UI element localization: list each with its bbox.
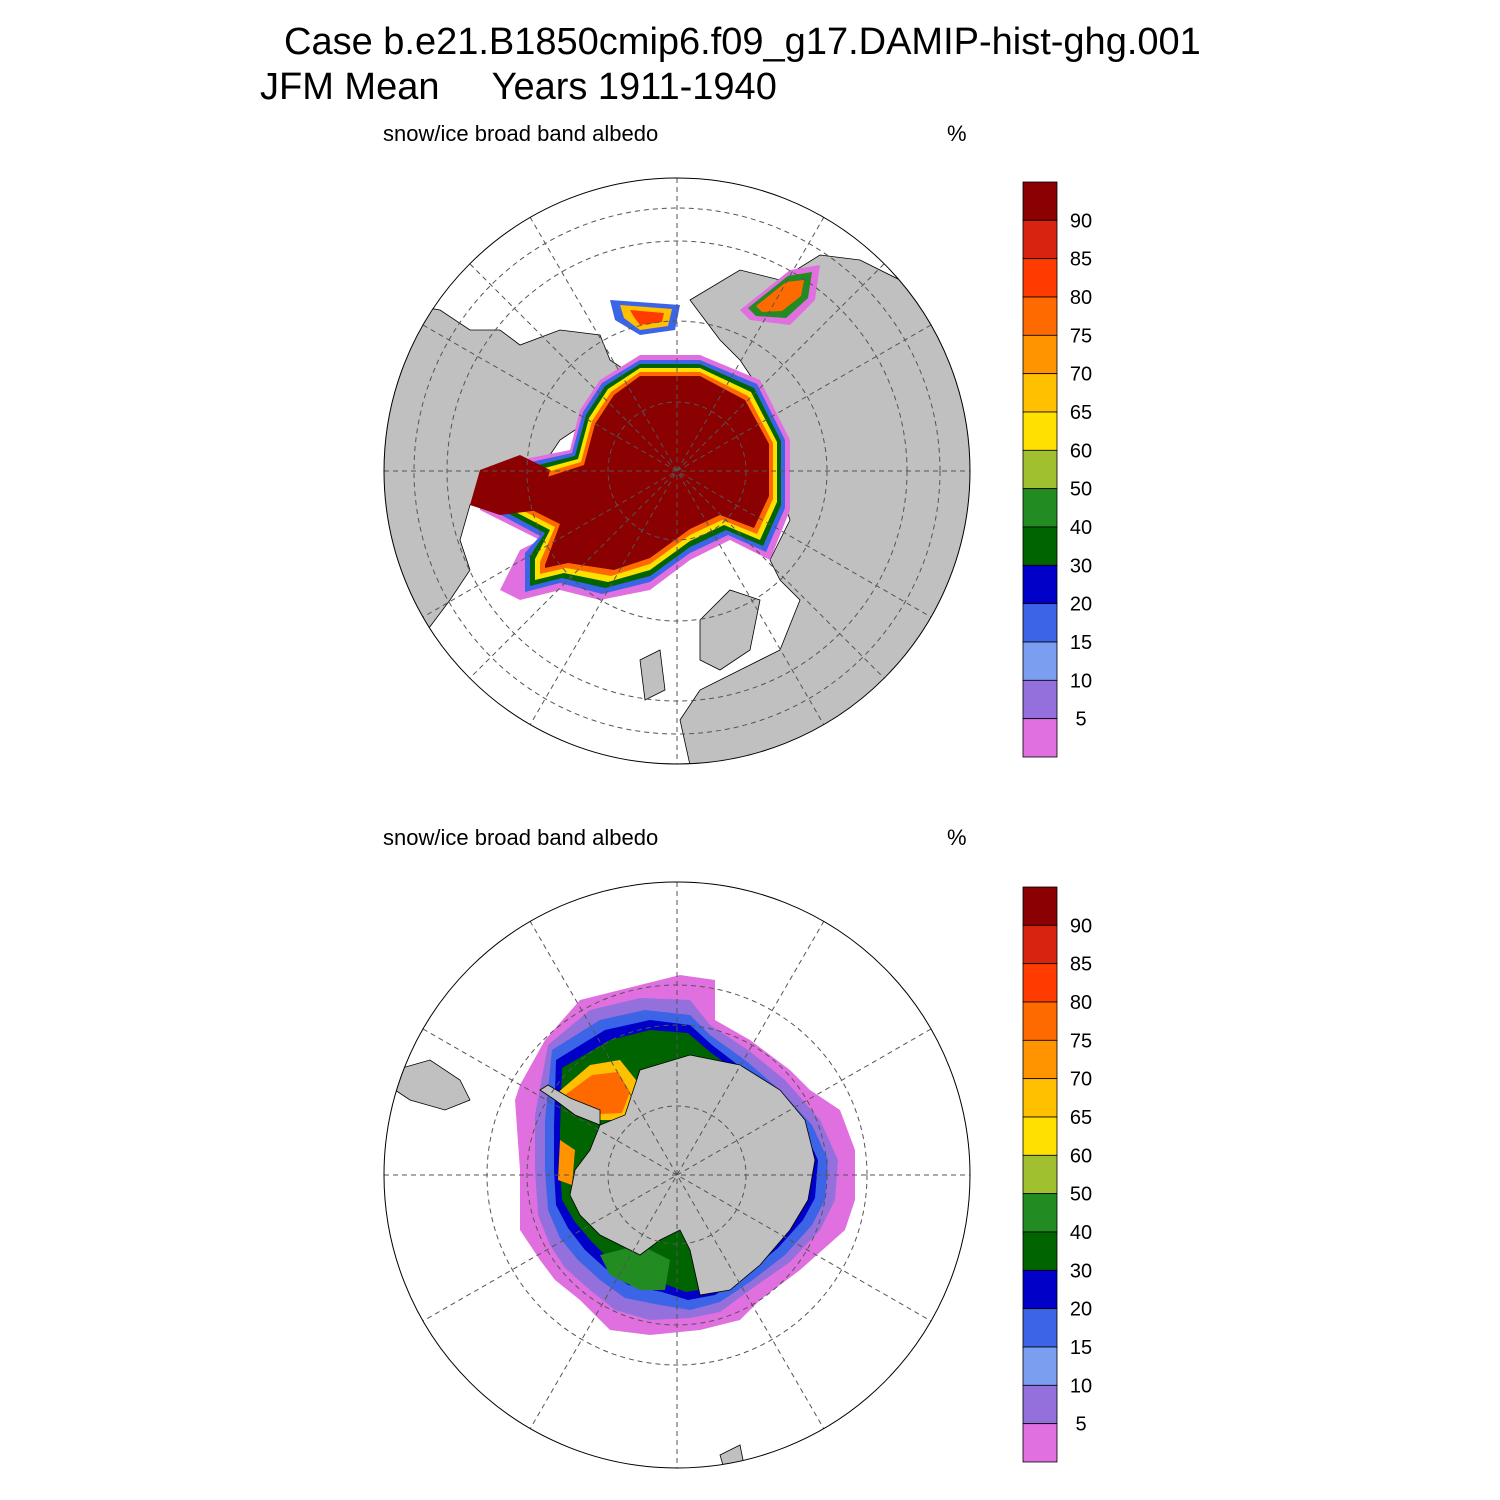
south-colorbar-tick-label: 5 [1075, 1414, 1086, 1436]
north-polar-map [383, 177, 971, 765]
north-colorbar-tick-label: 40 [1070, 517, 1092, 539]
south-colorbar-tick-label: 70 [1070, 1069, 1092, 1091]
north-colorbar-swatch [1022, 258, 1058, 298]
north-colorbar-swatch [1022, 526, 1058, 566]
south-colorbar-tick-label: 85 [1070, 954, 1092, 976]
south-colorbar-tick-label: 30 [1070, 1260, 1092, 1282]
south-colorbar-tick-label: 80 [1070, 992, 1092, 1014]
north-colorbar-swatch [1022, 679, 1058, 720]
south-colorbar-swatch [1022, 1308, 1058, 1348]
south-colorbar-swatch [1022, 963, 1058, 1003]
north-colorbar-swatch [1022, 219, 1058, 260]
north-colorbar-tick-label: 5 [1075, 709, 1086, 731]
south-colorbar: 90 85 80 75 70 65 60 50 40 30 20 15 10 5 [1022, 886, 1092, 1463]
south-graticule [384, 882, 970, 1468]
north-graticule [384, 178, 970, 764]
north-colorbar-tick-label: 30 [1070, 555, 1092, 577]
south-colorbar-swatch [1022, 1423, 1058, 1463]
north-colorbar-swatch [1022, 449, 1058, 490]
north-colorbar-swatch [1022, 373, 1058, 413]
south-panel-field-label: snow/ice broad band albedo [383, 825, 659, 850]
north-colorbar-tick-label: 70 [1070, 364, 1092, 386]
south-colorbar-tick-label: 90 [1070, 915, 1092, 937]
north-panel-units-label: % [947, 121, 967, 146]
north-colorbar: 90 85 80 75 70 65 60 50 40 30 20 15 10 5 [1022, 181, 1092, 758]
north-colorbar-swatch [1022, 411, 1058, 451]
north-colorbar-swatch [1022, 334, 1058, 375]
south-colorbar-swatch [1022, 1078, 1058, 1118]
north-colorbar-tick-label: 65 [1070, 402, 1092, 424]
north-colorbar-swatch [1022, 296, 1058, 336]
north-colorbar-tick-label: 60 [1070, 440, 1092, 462]
south-colorbar-swatch [1022, 1346, 1058, 1386]
north-colorbar-swatch [1022, 564, 1058, 605]
south-colorbar-tick-label: 50 [1070, 1184, 1092, 1206]
south-colorbar-swatch [1022, 1231, 1058, 1271]
south-colorbar-swatch [1022, 1269, 1058, 1310]
south-colorbar-tick-label: 20 [1070, 1299, 1092, 1321]
north-colorbar-swatch [1022, 603, 1058, 643]
south-colorbar-swatch [1022, 1384, 1058, 1425]
south-colorbar-swatch [1022, 886, 1058, 926]
north-colorbar-tick-label: 15 [1070, 632, 1092, 654]
south-colorbar-tick-label: 15 [1070, 1337, 1092, 1359]
north-colorbar-swatch [1022, 641, 1058, 681]
south-polar-map [383, 881, 971, 1469]
title-line-1: Case b.e21.B1850cmip6.f09_g17.DAMIP-hist… [284, 21, 1201, 63]
south-colorbar-tick-label: 60 [1070, 1145, 1092, 1167]
south-colorbar-swatch [1022, 1193, 1058, 1233]
south-map-border [383, 881, 971, 1469]
south-colorbar-swatch [1022, 1154, 1058, 1195]
north-colorbar-tick-label: 80 [1070, 287, 1092, 309]
north-panel-field-label: snow/ice broad band albedo [383, 121, 659, 146]
south-colorbar-swatch [1022, 1116, 1058, 1156]
south-colorbar-tick-label: 40 [1070, 1222, 1092, 1244]
north-colorbar-tick-label: 90 [1070, 210, 1092, 232]
north-colorbar-tick-label: 75 [1070, 325, 1092, 347]
south-colorbar-swatch [1022, 1039, 1058, 1080]
north-colorbar-tick-label: 50 [1070, 479, 1092, 501]
north-colorbar-tick-label: 85 [1070, 249, 1092, 271]
north-colorbar-swatch [1022, 718, 1058, 758]
south-colorbar-swatch [1022, 1001, 1058, 1041]
north-map-border [383, 177, 971, 765]
north-colorbar-tick-label: 20 [1070, 594, 1092, 616]
south-colorbar-tick-label: 65 [1070, 1107, 1092, 1129]
title-line-2: JFM Mean Years 1911-1940 [260, 66, 777, 108]
south-colorbar-tick-label: 10 [1070, 1375, 1092, 1397]
south-colorbar-tick-label: 75 [1070, 1030, 1092, 1052]
south-colorbar-swatch [1022, 924, 1058, 965]
north-colorbar-swatch [1022, 181, 1058, 221]
north-colorbar-swatch [1022, 488, 1058, 528]
north-colorbar-tick-label: 10 [1070, 670, 1092, 692]
south-panel-units-label: % [947, 825, 967, 850]
